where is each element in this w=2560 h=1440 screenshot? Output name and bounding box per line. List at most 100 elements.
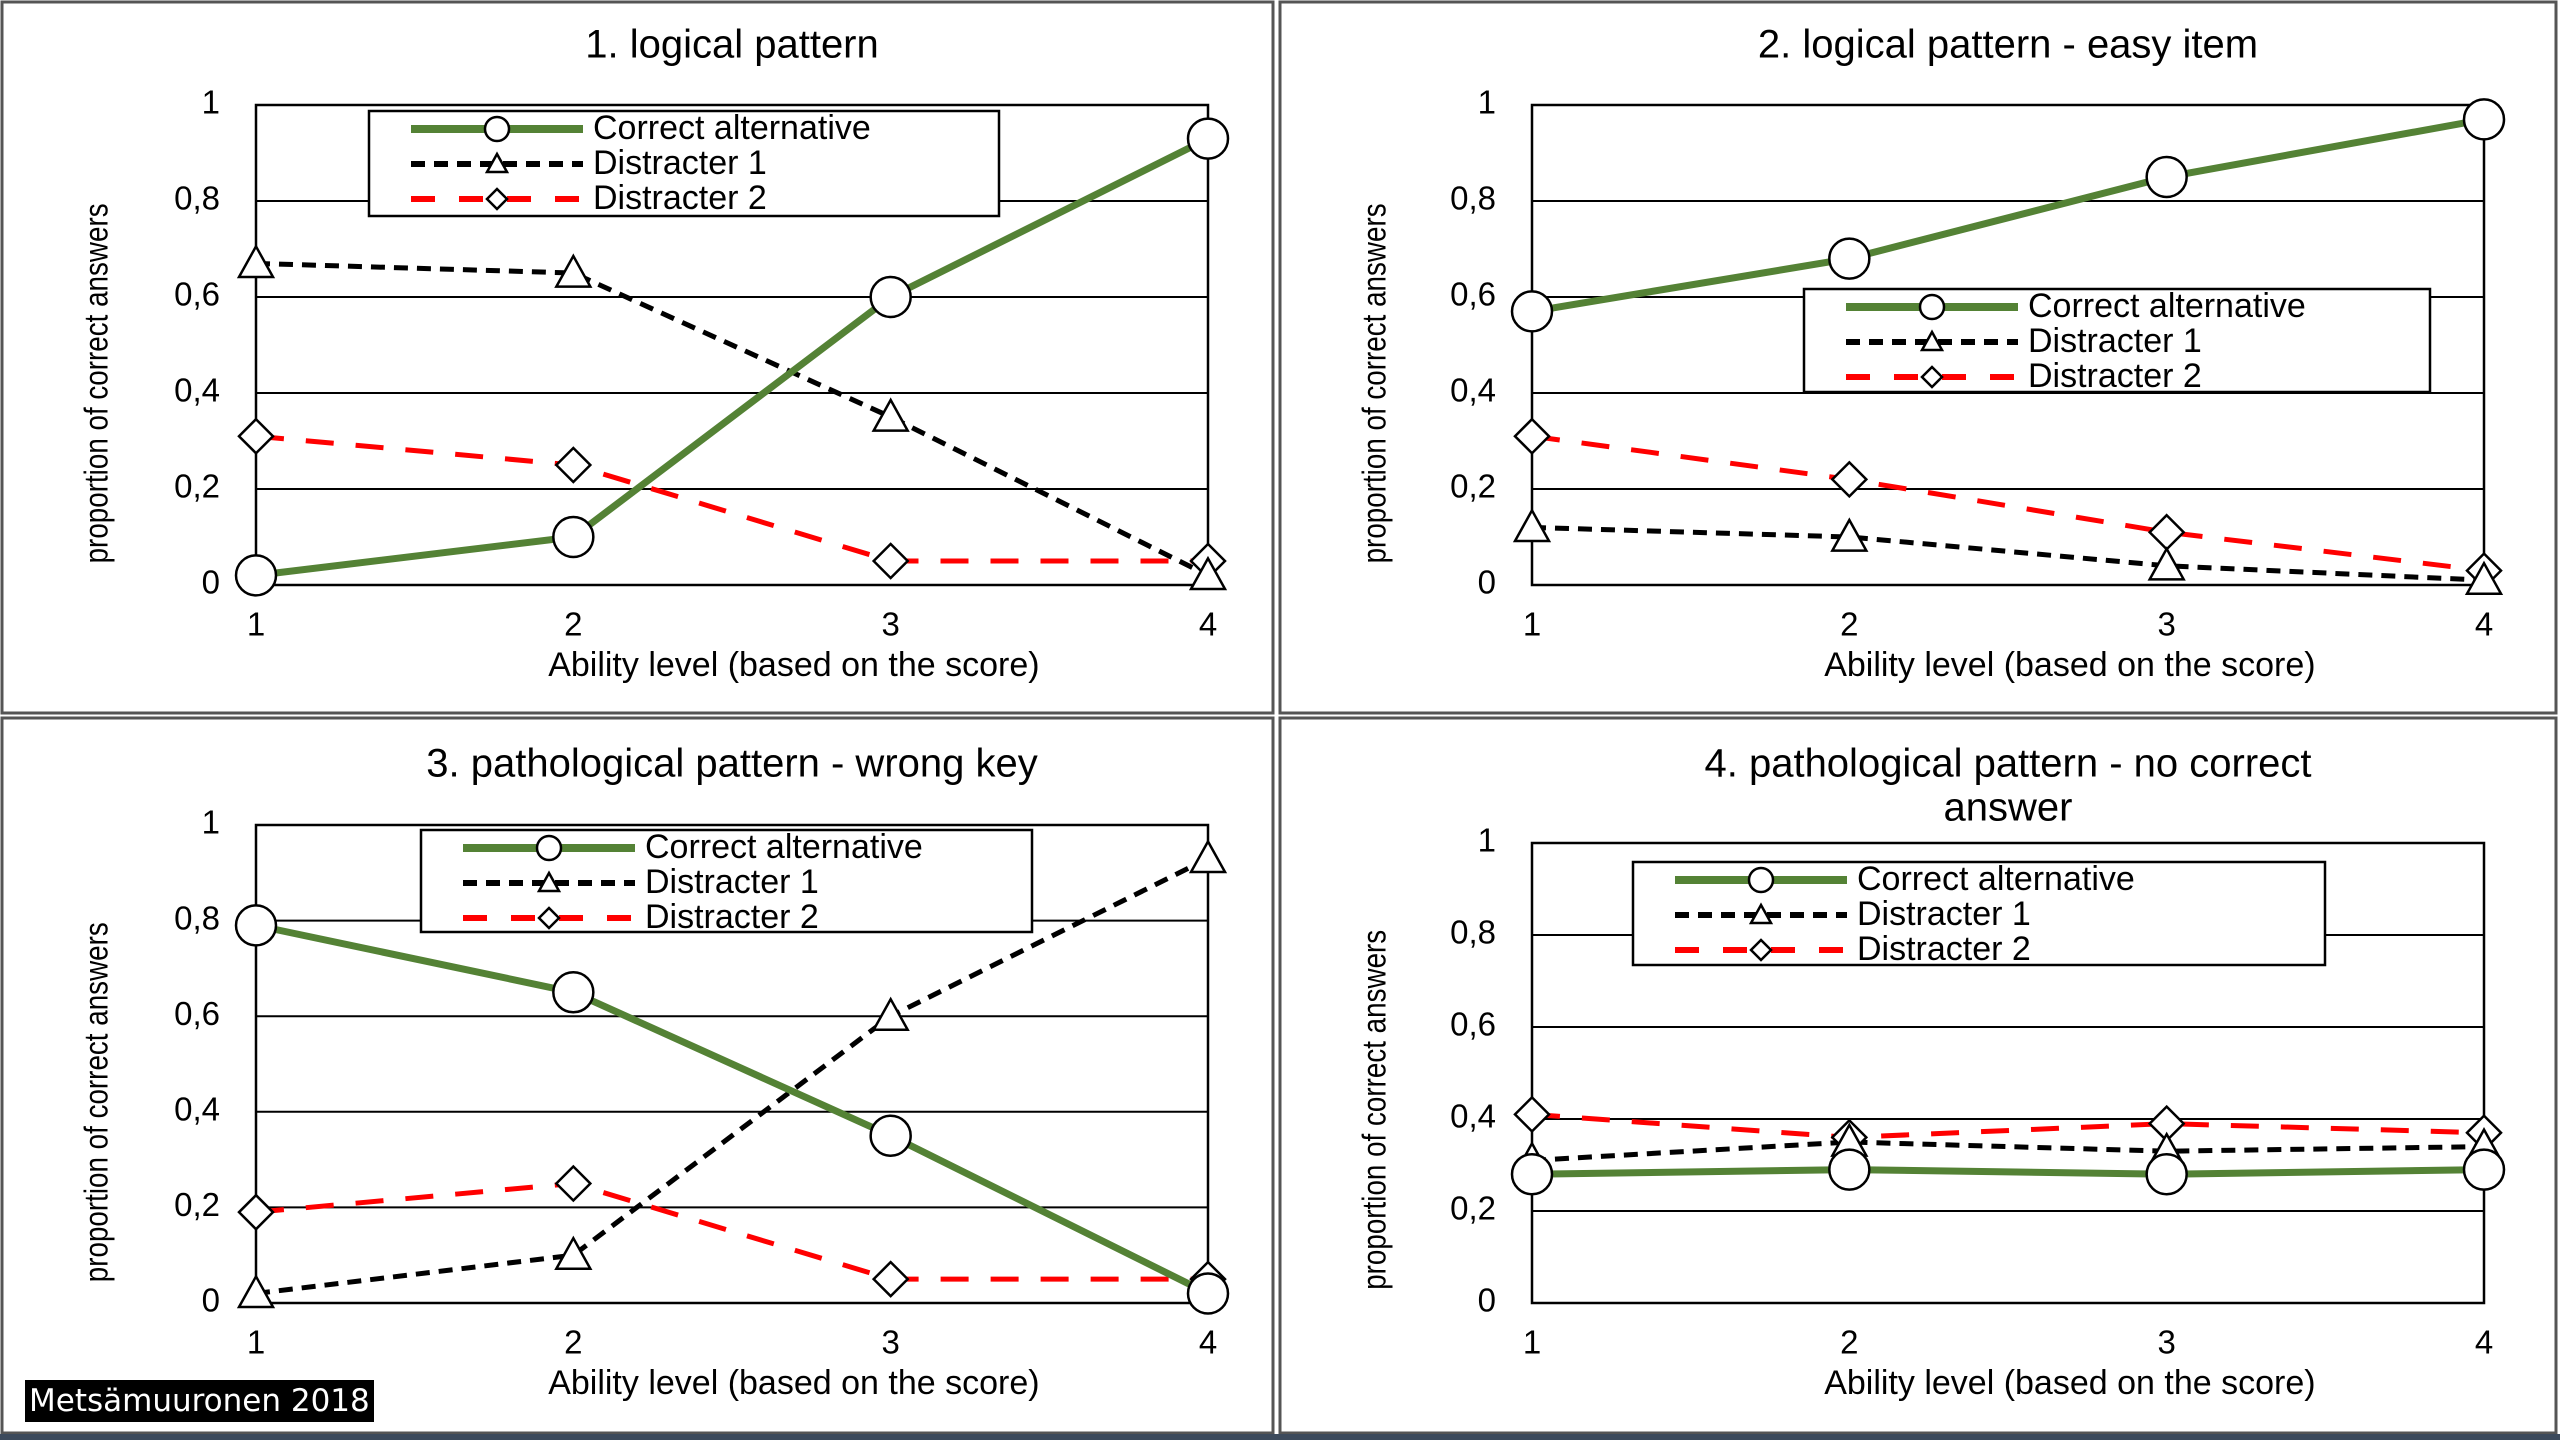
panel-frame <box>1278 0 2558 715</box>
series-line-1 <box>255 135 1210 579</box>
legend-marker-triangle <box>484 151 510 174</box>
y-tick-label: 0,4 <box>1450 372 1496 409</box>
legend-marker-diamond <box>537 906 561 930</box>
data-point-diamond <box>2147 513 2186 551</box>
legend-label: Distracter 1 <box>593 144 767 182</box>
legend-marker-triangle <box>1919 329 1945 352</box>
x-tick-label: 2 <box>1840 606 1858 643</box>
data-point-triangle <box>1188 838 1228 874</box>
y-tick-label: 0,2 <box>1450 1190 1496 1227</box>
x-axis-label: Ability level (based on the score) <box>1824 1364 2315 1402</box>
x-tick-label: 3 <box>881 606 899 643</box>
y-axis-label: proportion of correct answers <box>78 203 115 563</box>
series-line-2 <box>1531 524 2485 583</box>
y-tick-label: 0,6 <box>1450 276 1496 313</box>
y-tick-label: 0,8 <box>1450 914 1496 951</box>
legend-label: Distracter 1 <box>645 863 819 901</box>
data-point-diamond <box>237 1193 275 1231</box>
y-tick-label: 0,4 <box>1450 1098 1496 1135</box>
y-tick-label: 0,4 <box>174 372 220 409</box>
legend-label: Correct alternative <box>645 828 923 866</box>
series-line-1 <box>1531 115 2485 315</box>
data-point-circle <box>552 971 595 1014</box>
y-axis-label: proportion of correct answers <box>1356 930 1393 1290</box>
data-point-circle <box>1186 117 1230 160</box>
series-line-2 <box>1531 1139 2485 1163</box>
data-point-triangle <box>871 397 910 432</box>
data-point-diamond <box>871 542 910 580</box>
series-line-3 <box>1531 433 2485 574</box>
legend-label: Distracter 2 <box>645 898 819 936</box>
y-tick-label: 1 <box>1478 822 1496 859</box>
plot-area <box>254 103 1210 587</box>
x-tick-label: 3 <box>881 1324 899 1361</box>
x-tick-label: 1 <box>1523 1324 1541 1361</box>
x-axis-label: Ability level (based on the score) <box>548 1364 1039 1402</box>
data-point-triangle <box>236 1273 276 1309</box>
y-tick-label: 1 <box>202 804 220 841</box>
credit-label: Metsämuuronen 2018 <box>25 1380 374 1422</box>
panel-frame <box>0 0 1275 715</box>
chart-title: 2. logical pattern - easy item <box>1758 23 2258 67</box>
data-point-triangle <box>2464 560 2504 596</box>
data-point-triangle <box>1188 555 1228 591</box>
data-point-diamond <box>554 1164 593 1203</box>
legend-marker-circle <box>1747 866 1775 894</box>
data-point-circle <box>2145 1152 2188 1196</box>
legend-marker-diamond <box>485 187 509 211</box>
data-point-triangle <box>554 1235 593 1271</box>
legend-label: Distracter 1 <box>1857 895 2031 933</box>
legend-label: Distracter 2 <box>593 179 767 217</box>
x-tick-label: 4 <box>1199 606 1217 643</box>
chart-panel-2: 2. logical pattern - easy item 0 0,2 0,4 0,6… <box>1278 0 2558 715</box>
data-point-circle <box>1186 1272 1230 1315</box>
y-tick-label: 0,8 <box>174 899 220 936</box>
plot-area <box>254 823 1210 1305</box>
y-tick-label: 0,8 <box>174 180 220 217</box>
data-point-circle <box>1828 237 1871 280</box>
x-tick-label: 4 <box>2475 606 2493 643</box>
chart-panel-3: 3. pathological pattern - wrong key 0 0,2 0… <box>0 716 1275 1435</box>
y-axis-label: proportion of correct answers <box>78 922 115 1282</box>
series-line-2 <box>255 856 1210 1296</box>
data-point-triangle <box>1830 517 1869 552</box>
x-tick-label: 3 <box>2157 1324 2175 1361</box>
x-axis-label: Ability level (based on the score) <box>548 646 1039 684</box>
legend-label: Distracter 2 <box>1857 930 2031 968</box>
bottom-border <box>0 1434 2560 1440</box>
series-line-1 <box>1531 1166 2485 1178</box>
chart-title: 3. pathological pattern - wrong key <box>426 742 1037 786</box>
chart-panel-1: 1. logical pattern 0 0,2 0,4 0,6 0,8 1 1 2 3 4 Abil… <box>0 0 1275 715</box>
y-tick-label: 1 <box>1478 84 1496 121</box>
x-tick-label: 4 <box>2475 1324 2493 1361</box>
legend-marker-circle <box>483 115 511 143</box>
chart-panel-4: 4. pathological pattern - no correctansw… <box>1278 716 2558 1435</box>
chart-title: 1. logical pattern <box>585 23 879 67</box>
data-point-triangle <box>2147 546 2186 581</box>
plot-area <box>1530 841 2486 1305</box>
data-point-circle <box>2145 155 2188 199</box>
data-point-diamond <box>1513 417 1551 455</box>
x-tick-label: 2 <box>564 606 582 643</box>
data-point-circle <box>1510 1152 1554 1196</box>
panel-frame <box>0 716 1275 1435</box>
x-tick-label: 1 <box>247 606 265 643</box>
x-axis-label: Ability level (based on the score) <box>1824 646 2315 684</box>
chart-title: 4. pathological pattern - no correct <box>1704 742 2311 786</box>
data-point-triangle <box>236 243 276 279</box>
legend-marker-triangle <box>536 870 562 893</box>
y-tick-label: 1 <box>202 84 220 121</box>
legend-marker-diamond <box>1920 365 1944 389</box>
data-point-diamond <box>237 417 275 455</box>
data-point-circle <box>2462 98 2506 141</box>
series-line-3 <box>255 433 1208 564</box>
series-line-3 <box>255 1180 1208 1282</box>
y-axis-label: proportion of correct answers <box>1356 203 1393 563</box>
y-tick-label: 0,6 <box>174 276 220 313</box>
y-tick-label: 0,2 <box>174 1186 220 1223</box>
series-line-2 <box>255 260 1210 578</box>
x-tick-label: 2 <box>564 1324 582 1361</box>
